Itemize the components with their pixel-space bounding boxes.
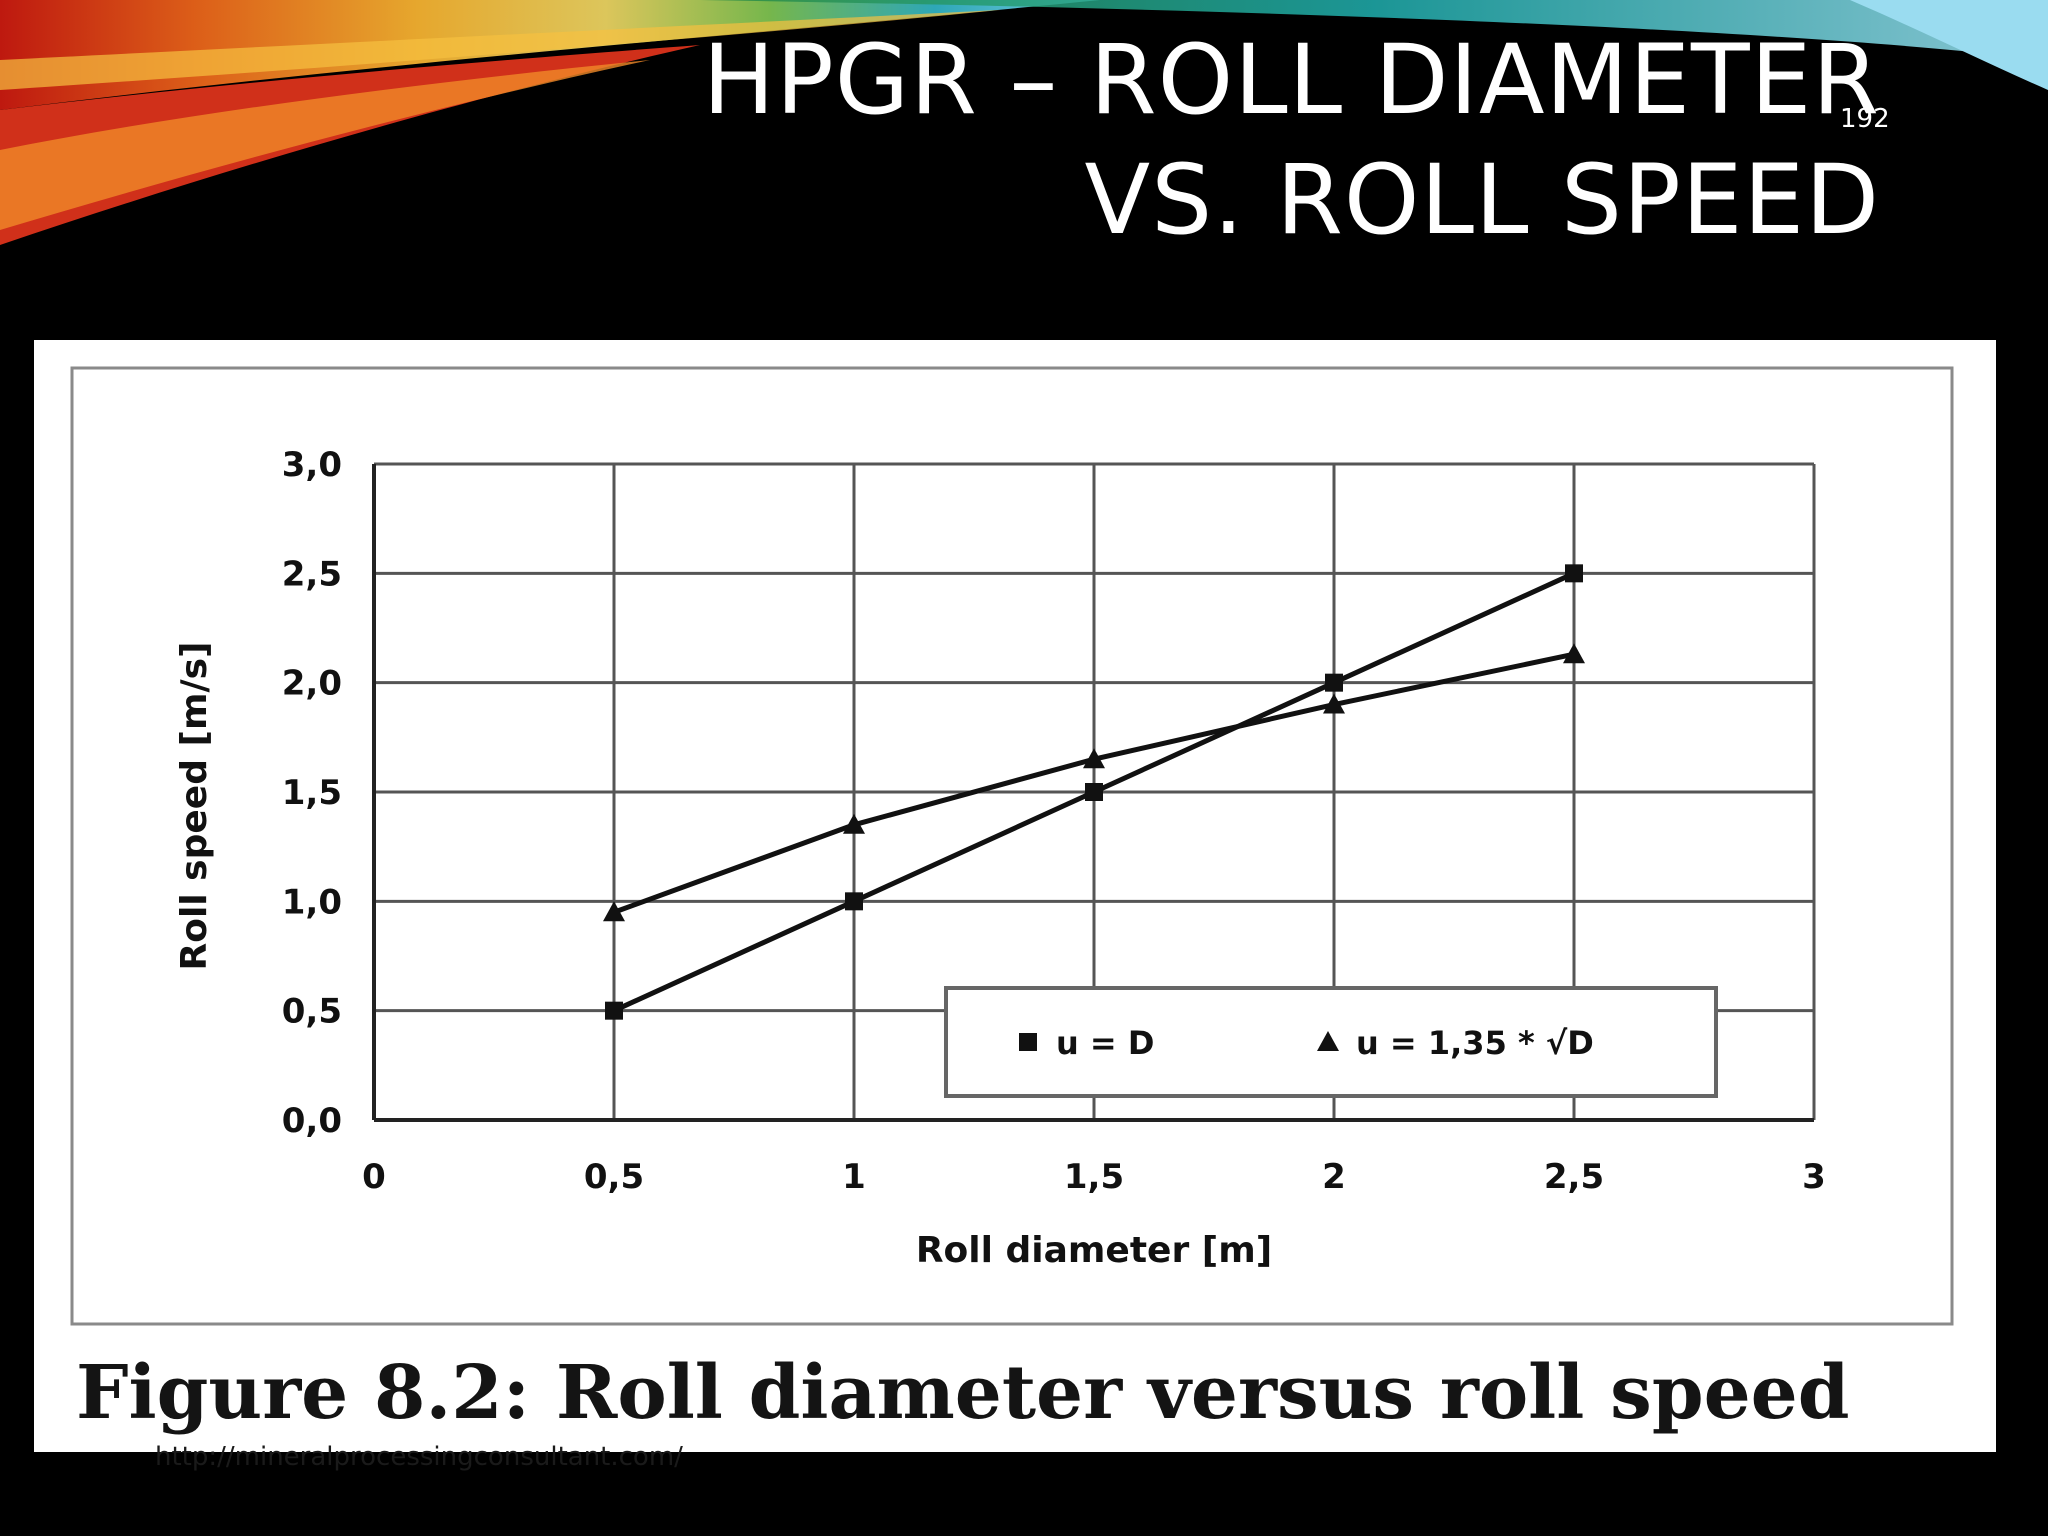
series-1-point	[1565, 564, 1583, 583]
slide-title-line2: VS. ROLL SPEED	[1084, 144, 1880, 256]
y-axis-label: Roll speed [m/s]	[174, 642, 215, 971]
x-tick-label: 3	[1802, 1157, 1826, 1197]
decorative-banner	[0, 0, 2048, 245]
y-tick-label: 0,5	[282, 992, 342, 1032]
y-tick-label: 2,0	[282, 664, 342, 704]
legend-marker-1	[1019, 1033, 1037, 1051]
legend-label-2: u = 1,35 * √D	[1356, 1024, 1594, 1062]
x-tick-label: 1,5	[1064, 1157, 1124, 1197]
series-1-point	[1325, 673, 1343, 692]
legend-label-1: u = D	[1056, 1024, 1154, 1062]
figure-border	[70, 366, 1954, 1326]
y-tick-label: 3,0	[282, 445, 342, 485]
y-tick-label: 0,0	[282, 1101, 342, 1141]
slide-number: 192	[1840, 104, 1890, 134]
series-1-point	[1085, 783, 1103, 801]
series-2-point	[1563, 643, 1585, 664]
x-tick-label: 0	[362, 1157, 386, 1197]
x-tick-label: 1	[842, 1157, 866, 1197]
x-tick-label: 2,5	[1544, 1157, 1604, 1197]
slide-title-line1: HPGR – ROLL DIAMETER	[702, 24, 1880, 136]
line-chart: 0 0,5 1 1,5 2 2,5 3 0,0 0,5 1,0 1,5 2,0 2,5 3,0 Roll d…	[70, 366, 1954, 1326]
legend-marker-2	[1317, 1031, 1339, 1051]
series-2-point	[603, 901, 625, 922]
x-axis-label: Roll diameter [m]	[916, 1230, 1272, 1271]
series-2-point	[843, 813, 865, 834]
y-tick-label: 2,5	[282, 554, 342, 594]
y-tick-label: 1,0	[282, 882, 342, 922]
figure-caption: Figure 8.2: Roll diameter versus roll sp…	[76, 1350, 1850, 1436]
x-tick-label: 2	[1322, 1157, 1346, 1197]
series-1-point	[845, 892, 863, 911]
series-1-point	[605, 1001, 623, 1020]
y-tick-label: 1,5	[282, 773, 342, 813]
series-2-point	[1323, 693, 1345, 714]
source-link[interactable]: http://mineralprocessingconsultant.com/	[155, 1442, 683, 1472]
series-2-point	[1083, 748, 1105, 769]
x-tick-label: 0,5	[584, 1157, 644, 1197]
figure-panel: 0 0,5 1 1,5 2 2,5 3 0,0 0,5 1,0 1,5 2,0 2,5 3,0 Roll d…	[34, 340, 1996, 1452]
